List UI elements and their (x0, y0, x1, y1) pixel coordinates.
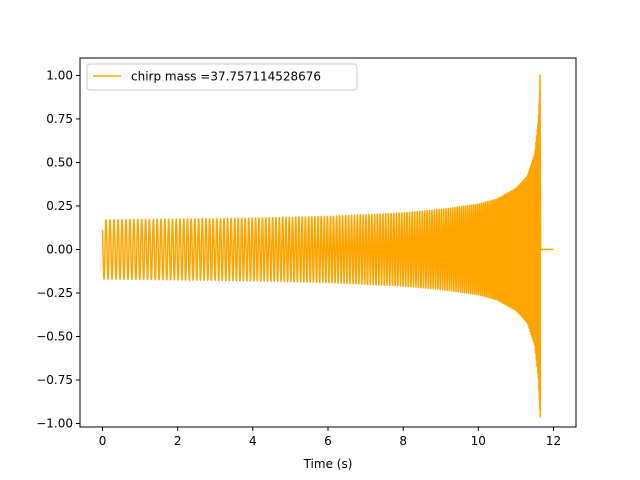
legend-box (86, 63, 358, 91)
y-tick-label: 0.75 (46, 112, 73, 126)
x-axis-label: Time (s) (303, 457, 353, 471)
y-tick-label: 0.50 (46, 155, 73, 169)
y-tick-label: −0.25 (36, 286, 73, 300)
y-tick-label: −0.50 (36, 329, 73, 343)
series-line (101, 74, 554, 418)
y-tick-label: 1.00 (46, 68, 73, 82)
x-tick-label: 2 (174, 434, 182, 448)
y-tick-label: −0.75 (36, 373, 73, 387)
x-tick-label: 12 (546, 434, 561, 448)
y-tick-label: −1.00 (36, 417, 73, 431)
legend-label: chirp mass =37.757114528676 (131, 70, 321, 84)
x-tick-label: 10 (471, 434, 486, 448)
y-tick-label: 0.00 (46, 242, 73, 256)
x-tick-label: 4 (249, 434, 257, 448)
x-axis: 0 2 4 6 8 10 12 (99, 427, 561, 448)
series-layer (101, 74, 554, 418)
x-tick-label: 8 (399, 434, 407, 448)
y-tick-label: 0.25 (46, 199, 73, 213)
y-axis: 1.00 0.75 0.50 0.25 0.00 −0.25 −0.50 −0.75 −1.00 (36, 68, 80, 431)
x-tick-label: 6 (324, 434, 332, 448)
legend: chirp mass =37.757114528676 (86, 63, 358, 91)
x-tick-label: 0 (99, 434, 107, 448)
